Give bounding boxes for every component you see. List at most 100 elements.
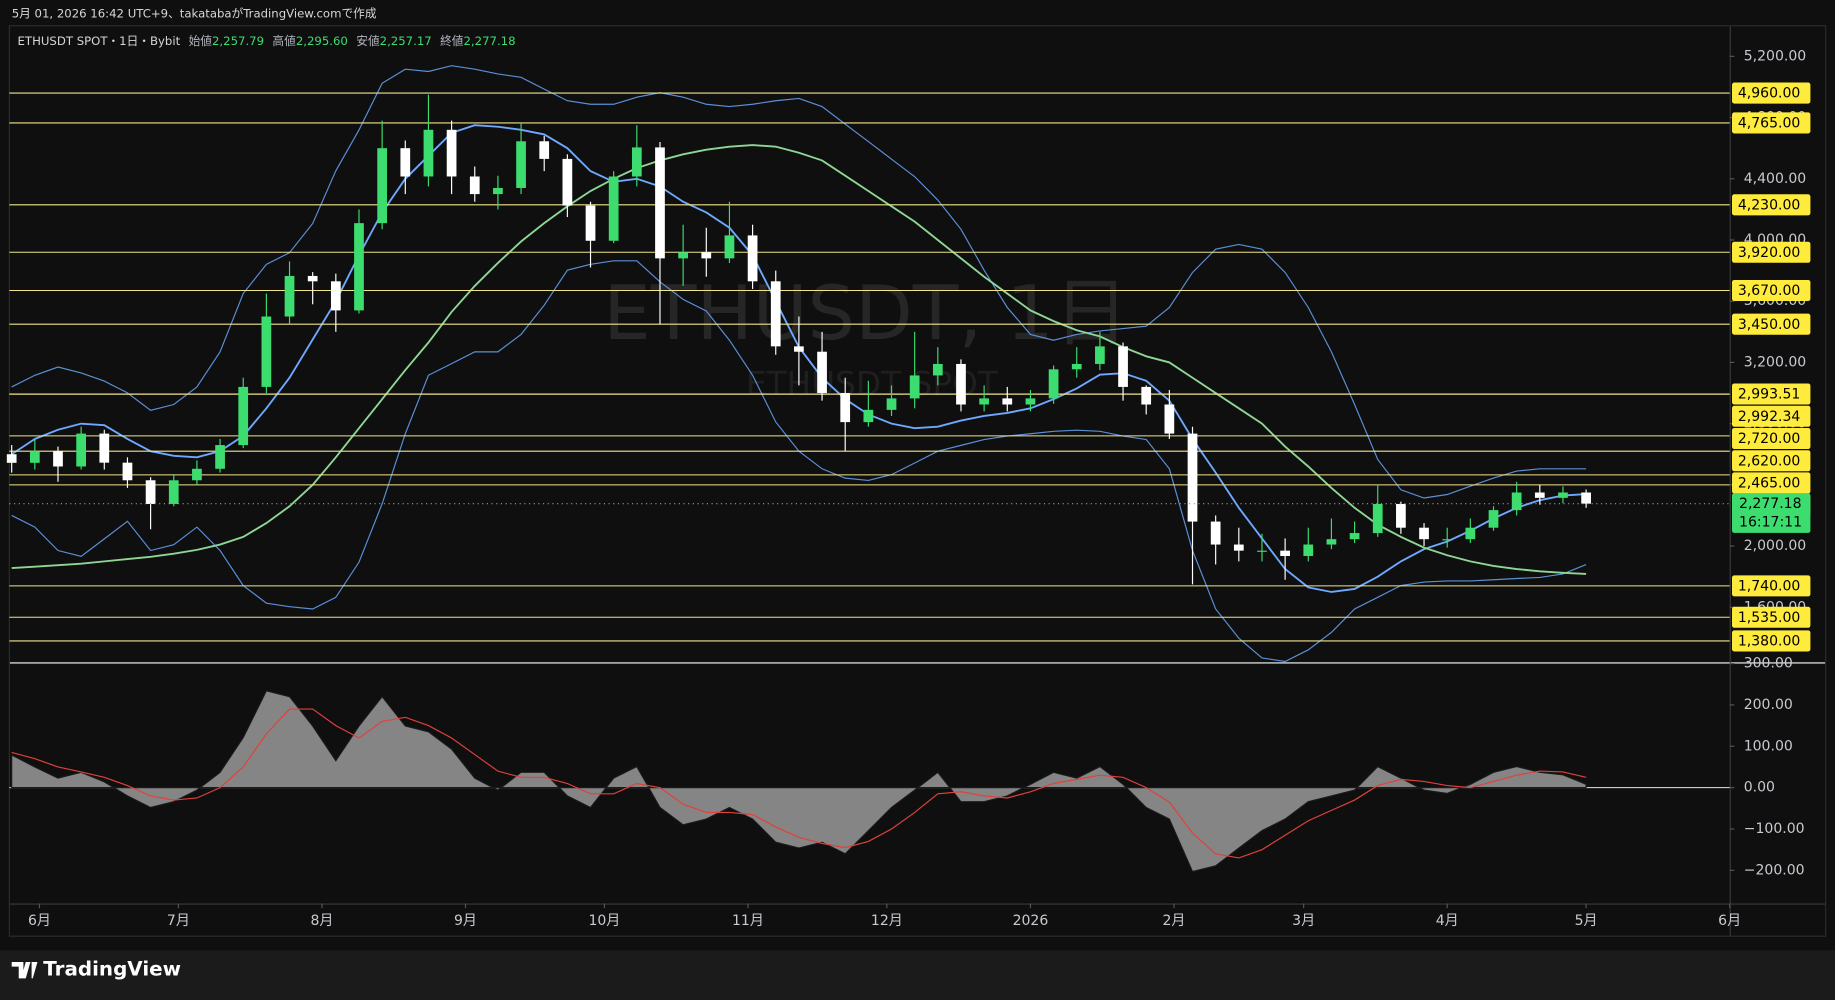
level-label: 2,465.00 bbox=[1738, 476, 1800, 492]
last-price-label: 2,277.18 bbox=[1739, 496, 1801, 512]
y-tick-label: 4,400.00 bbox=[1744, 171, 1806, 187]
legend-value: 2,295.60 bbox=[296, 33, 348, 47]
level-label: 3,670.00 bbox=[1738, 283, 1800, 299]
y-tick-label: 5,200.00 bbox=[1744, 48, 1806, 64]
chart-frame bbox=[8, 25, 1827, 937]
candle-body bbox=[122, 462, 133, 481]
candle-body bbox=[1558, 492, 1568, 498]
overlay-line bbox=[11, 144, 1587, 575]
candle-body bbox=[539, 141, 550, 159]
logo: TradingView bbox=[11, 958, 181, 981]
candle-body bbox=[469, 176, 480, 195]
candle-body bbox=[238, 386, 249, 446]
caption: 5月 01, 2026 16:42 UTC+9、takatabaがTrading… bbox=[12, 7, 377, 21]
candle-body bbox=[1118, 346, 1128, 387]
logo-text: TradingView bbox=[43, 958, 181, 981]
candle-body bbox=[1025, 398, 1036, 405]
candle-body bbox=[1141, 386, 1152, 405]
legend-name: 高値 bbox=[272, 33, 296, 47]
y-tick-label: 100.00 bbox=[1744, 738, 1793, 754]
level-label: 2,720.00 bbox=[1738, 431, 1800, 447]
candle-body bbox=[701, 252, 712, 259]
candle-body bbox=[794, 346, 804, 352]
candle-body bbox=[770, 281, 781, 347]
candle-body bbox=[1581, 492, 1591, 504]
y-tick-label: −200.00 bbox=[1744, 862, 1805, 878]
y-tick-label: 300.00 bbox=[1744, 656, 1793, 672]
last-price-box bbox=[1732, 493, 1811, 533]
legend: ETHUSDT SPOT・1日・Bybit 始値2,257.79 高値2,295… bbox=[18, 33, 516, 47]
candle-body bbox=[608, 176, 619, 241]
candle-body bbox=[1187, 433, 1198, 522]
candle-body bbox=[446, 129, 457, 177]
level-label: 3,450.00 bbox=[1738, 317, 1800, 333]
candle-body bbox=[1164, 404, 1175, 434]
candle-body bbox=[655, 147, 665, 259]
x-tick-label: 12月 bbox=[871, 913, 903, 929]
x-tick-label: 3月 bbox=[1292, 913, 1315, 929]
candle-body bbox=[261, 316, 272, 387]
legend-name: 安値 bbox=[356, 33, 380, 47]
candle-body bbox=[909, 375, 920, 399]
signal-line bbox=[11, 708, 1587, 859]
candle-body bbox=[585, 205, 596, 241]
candle-body bbox=[1349, 533, 1360, 540]
level-label-box bbox=[1732, 383, 1811, 405]
watermark: ETHUSDT, 1日 bbox=[603, 269, 1128, 357]
level-label: 4,765.00 bbox=[1738, 116, 1800, 132]
candle-body bbox=[1303, 544, 1314, 557]
candle-body bbox=[284, 275, 295, 317]
candle-body bbox=[1002, 398, 1013, 405]
x-tick-label: 5月 bbox=[1575, 913, 1598, 929]
x-tick-label: 2026 bbox=[1013, 913, 1049, 929]
candle-body bbox=[330, 281, 341, 311]
level-label-box bbox=[1732, 427, 1811, 450]
candle-body bbox=[1048, 369, 1059, 399]
candle-body bbox=[1257, 550, 1267, 552]
level-label-box bbox=[1732, 606, 1811, 628]
x-tick-label: 9月 bbox=[454, 913, 477, 929]
legend-name: 始値 bbox=[189, 33, 213, 47]
candle-body bbox=[377, 148, 388, 224]
level-label: 1,380.00 bbox=[1738, 634, 1800, 650]
countdown: 16:17:11 bbox=[1739, 514, 1802, 530]
candle-body bbox=[1210, 521, 1221, 545]
candle-body bbox=[979, 398, 989, 405]
level-label-box bbox=[1732, 279, 1811, 302]
legend-value: 2,257.79 bbox=[212, 33, 264, 47]
x-tick-label: 2月 bbox=[1163, 913, 1186, 929]
candle-body bbox=[724, 235, 735, 259]
candle-body bbox=[354, 223, 364, 311]
level-label-box bbox=[1732, 630, 1811, 652]
level-label-box bbox=[1732, 112, 1811, 134]
candle-body bbox=[1419, 527, 1429, 540]
candle-body bbox=[817, 351, 827, 394]
candle-body bbox=[1511, 492, 1522, 511]
candle-body bbox=[76, 433, 87, 467]
level-label: 2,992.34 bbox=[1738, 409, 1801, 425]
candle-body bbox=[192, 468, 202, 481]
candle-body bbox=[423, 129, 434, 177]
candle-body bbox=[1071, 363, 1082, 370]
plot: 5,200.004,800.004,400.004,000.003,600.00… bbox=[6, 48, 1811, 929]
x-tick-label: 6月 bbox=[1718, 913, 1741, 929]
x-tick-label: 11月 bbox=[732, 913, 764, 929]
level-label: 1,740.00 bbox=[1738, 578, 1800, 594]
y-tick-label: −100.00 bbox=[1744, 821, 1805, 837]
candle-body bbox=[1534, 492, 1545, 498]
candle-body bbox=[1465, 527, 1476, 540]
overlay-line bbox=[11, 65, 1587, 499]
candle-body bbox=[1372, 503, 1383, 534]
level-label: 2,993.51 bbox=[1738, 387, 1800, 403]
candle-body bbox=[1095, 346, 1105, 364]
x-tick-label: 4月 bbox=[1436, 913, 1459, 929]
x-tick-label: 10月 bbox=[588, 913, 620, 929]
level-label: 1,535.00 bbox=[1738, 610, 1800, 626]
level-label-box bbox=[1732, 472, 1811, 494]
candle-body bbox=[145, 480, 156, 504]
level-label-box bbox=[1732, 194, 1811, 216]
candle-body bbox=[747, 235, 758, 282]
legend-value: 2,257.17 bbox=[380, 33, 432, 47]
